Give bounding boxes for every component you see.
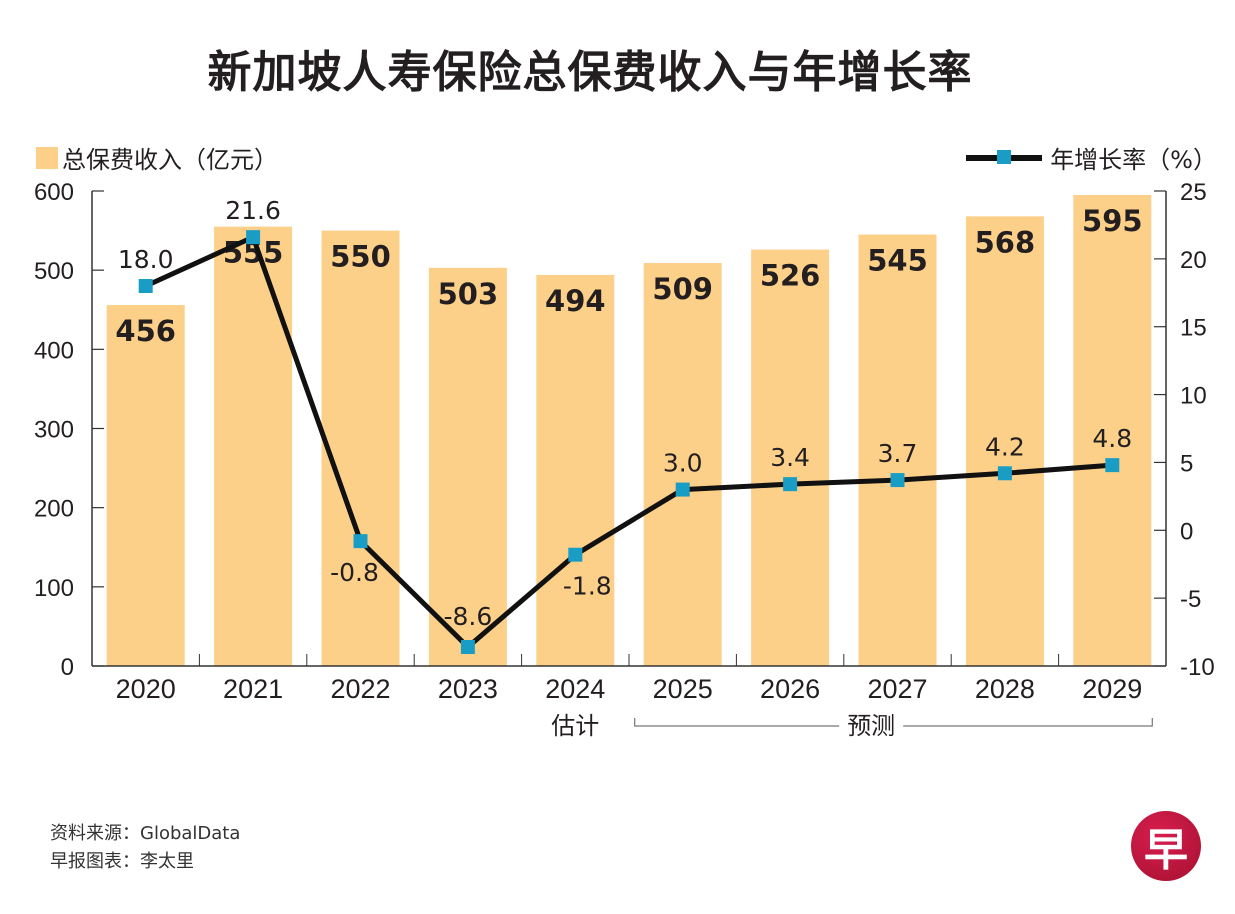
y-right-tick-label: 25: [1180, 179, 1207, 206]
bar-value-label: 509: [652, 272, 713, 306]
footer: 资料来源：GlobalData 早报图表：李太里: [50, 820, 240, 876]
x-tick-label: 2022: [330, 674, 390, 704]
x-tick-label: 2028: [975, 674, 1035, 704]
growth-marker-2028: [997, 466, 1012, 481]
bar-2025: [643, 263, 722, 666]
growth-marker-2022: [353, 534, 368, 549]
y-right-tick-label: -10: [1180, 654, 1215, 681]
x-tick-label: 2024: [545, 674, 605, 704]
legend-marker-icon: [997, 149, 1012, 164]
bar-value-label: 595: [1082, 204, 1143, 238]
growth-marker-2026: [783, 477, 798, 492]
y-left-tick-label: 600: [34, 179, 74, 206]
annotation-forecast: 预测: [847, 712, 895, 740]
legend-bars-label: 总保费收入（亿元）: [62, 146, 278, 174]
growth-marker-2020: [138, 279, 153, 293]
y-right-tick-label: 5: [1180, 450, 1193, 477]
bar-2029: [1073, 194, 1152, 667]
growth-value-label: -8.6: [444, 602, 493, 631]
growth-marker-2023: [460, 640, 475, 654]
growth-marker-2021: [246, 230, 261, 245]
growth-value-label: -1.8: [563, 572, 612, 601]
growth-marker-2027: [890, 473, 905, 488]
growth-marker-2024: [568, 547, 583, 562]
forecast-label-bg: [839, 712, 904, 740]
zaobao-logo-icon: 早: [1131, 811, 1201, 881]
bar-value-label: 456: [115, 314, 176, 348]
legend-line-swatch: [966, 149, 1043, 164]
y-left-tick-label: 200: [34, 496, 74, 523]
annotation-estimate: 估计: [551, 712, 599, 740]
y-left-tick-label: 500: [34, 258, 74, 285]
bar-2024: [536, 274, 615, 666]
bar-value-label: 545: [867, 244, 928, 278]
source-text: 资料来源：GlobalData: [50, 823, 241, 844]
y-right-tick-label: 10: [1180, 383, 1207, 410]
x-tick-label: 2027: [867, 674, 927, 704]
y-left-tick-label: 400: [34, 337, 74, 364]
legend-line-label: 年增长率（%）: [1050, 146, 1217, 174]
bar-value-label: 550: [330, 240, 391, 274]
bar-value-label: 494: [545, 284, 606, 318]
x-tick-label: 2021: [223, 674, 283, 704]
x-tick-label: 2020: [116, 674, 176, 704]
bar-value-label: 503: [438, 277, 499, 311]
growth-marker-2029: [1105, 458, 1120, 473]
x-tick-label: 2025: [653, 674, 713, 704]
y-right-tick-label: 15: [1180, 315, 1207, 342]
legend-bar-swatch: [36, 146, 58, 169]
bar-2026: [751, 249, 830, 667]
legend-bars: 总保费收入（亿元）: [36, 140, 278, 175]
bar-2022: [321, 230, 400, 667]
y-left-tick-label: 100: [34, 575, 74, 602]
bar-value-label: 568: [975, 225, 1036, 259]
growth-marker-2025: [675, 482, 690, 497]
growth-value-label: 4.2: [985, 432, 1025, 461]
y-right-tick-label: 20: [1180, 247, 1207, 274]
x-tick-label: 2029: [1082, 674, 1142, 704]
bar-2020: [106, 305, 185, 666]
growth-value-label: -0.8: [330, 558, 379, 587]
chart-title: 新加坡人寿保险总保费收入与年增长率: [207, 47, 973, 98]
bar-2028: [965, 216, 1044, 667]
bar-2023: [428, 267, 507, 666]
growth-value-label: 3.7: [878, 439, 918, 468]
legend-line: 年增长率（%）: [966, 140, 1217, 175]
bar-2027: [858, 234, 937, 666]
growth-value-label: 3.0: [663, 449, 703, 478]
growth-rate-line: [144, 234, 1113, 650]
growth-value-label: 4.8: [1092, 424, 1132, 453]
growth-value-label: 21.6: [225, 196, 281, 225]
y-right-tick-label: -5: [1180, 586, 1201, 613]
y-left-tick-label: 0: [61, 654, 74, 681]
growth-value-label: 3.4: [770, 443, 810, 472]
credit-text: 早报图表：李太里: [50, 851, 194, 872]
bar-2021: [214, 226, 293, 666]
y-left-tick-label: 300: [34, 417, 74, 444]
x-tick-label: 2023: [438, 674, 498, 704]
bar-value-label: 526: [760, 259, 821, 293]
growth-value-label: 18.0: [118, 245, 174, 274]
y-right-tick-label: 0: [1180, 518, 1193, 545]
x-tick-label: 2026: [760, 674, 820, 704]
